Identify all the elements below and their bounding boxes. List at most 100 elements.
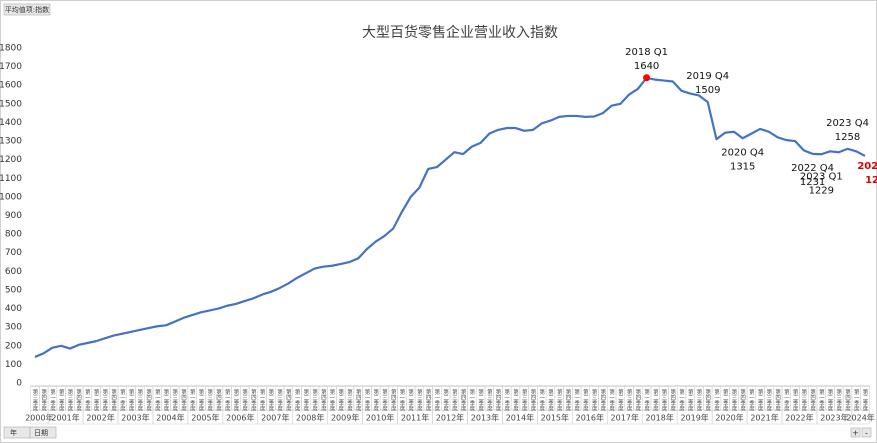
year-label: 2011年 bbox=[401, 413, 429, 423]
x-tick-label: 第二季度 bbox=[267, 388, 274, 413]
x-tick-label: 第二季度 bbox=[198, 388, 205, 413]
year-label: 2023年 bbox=[820, 413, 848, 423]
x-tick-label: 第一季度 bbox=[643, 388, 650, 413]
x-tick-label: 第二季度 bbox=[617, 388, 624, 413]
annotation-value: 1220 bbox=[865, 175, 877, 186]
annotation-value: 1640 bbox=[634, 61, 659, 72]
x-tick-label: 第一季度 bbox=[783, 388, 790, 413]
y-tick-label: 600 bbox=[5, 267, 22, 277]
chart-title: 大型百货零售企业营业收入指数 bbox=[362, 24, 558, 41]
x-tick-label: 第一季度 bbox=[154, 388, 161, 413]
year-label: 2009年 bbox=[331, 413, 359, 423]
x-tick-label: 第二季度 bbox=[792, 388, 799, 413]
x-tick-label: 第三季度 bbox=[206, 388, 213, 413]
x-tick-label: 第一季度 bbox=[189, 388, 196, 413]
year-label: 2010年 bbox=[366, 413, 394, 423]
x-tick-label: 第一季度 bbox=[818, 388, 825, 413]
x-tick-label: 第二季度 bbox=[687, 388, 694, 413]
year-label: 2001年 bbox=[51, 413, 79, 423]
year-label: 2018年 bbox=[646, 413, 674, 423]
value-field-label[interactable]: 平均值项:指数 bbox=[5, 5, 49, 14]
y-tick-label: 1600 bbox=[0, 81, 22, 91]
year-label: 2015年 bbox=[541, 413, 569, 423]
annotation-label: 2022 Q4 bbox=[791, 163, 834, 174]
x-tick-label: 第四季度 bbox=[774, 388, 781, 413]
x-tick-label: 第一季度 bbox=[84, 388, 91, 413]
year-label: 2008年 bbox=[296, 413, 324, 423]
x-tick-label: 第三季度 bbox=[171, 388, 178, 413]
zoom-out-label[interactable]: - bbox=[865, 429, 868, 438]
x-tick-label: 第一季度 bbox=[468, 388, 475, 413]
x-tick-label: 第四季度 bbox=[564, 388, 571, 413]
x-tick-label: 第一季度 bbox=[329, 388, 336, 413]
zoom-in-button[interactable] bbox=[850, 427, 861, 438]
x-tick-label: 第四季度 bbox=[215, 388, 222, 413]
x-tick-label: 第一季度 bbox=[49, 388, 56, 413]
year-label: 2003年 bbox=[121, 413, 149, 423]
annotation-label: 2019 Q4 bbox=[686, 71, 729, 82]
x-tick-label: 第三季度 bbox=[381, 388, 388, 413]
annotation-label: 2020 Q4 bbox=[721, 147, 764, 158]
x-tick-label: 第四季度 bbox=[390, 388, 397, 413]
year-label: 2005年 bbox=[191, 413, 219, 423]
year-label: 2000年 bbox=[25, 413, 53, 423]
year-label: 2013年 bbox=[471, 413, 499, 423]
y-tick-label: 1400 bbox=[0, 118, 22, 128]
x-tick-label: 第三季度 bbox=[765, 388, 772, 413]
year-label: 2012年 bbox=[436, 413, 464, 423]
x-tick-label: 第一季度 bbox=[503, 388, 510, 413]
x-tick-label: 第四季度 bbox=[250, 388, 257, 413]
x-tick-label: 第一季度 bbox=[364, 388, 371, 413]
x-tick-label: 第四季度 bbox=[460, 388, 467, 413]
x-tick-label: 第四季度 bbox=[180, 388, 187, 413]
x-tick-label: 第三季度 bbox=[276, 388, 283, 413]
x-tick-label: 第二季度 bbox=[512, 388, 519, 413]
year-label: 2022年 bbox=[785, 413, 813, 423]
y-tick-label: 400 bbox=[5, 304, 22, 314]
zoom-out-button[interactable] bbox=[861, 427, 872, 438]
date-filter-button[interactable] bbox=[29, 426, 57, 439]
x-tick-label: 第三季度 bbox=[311, 388, 318, 413]
y-tick-label: 800 bbox=[5, 230, 22, 240]
annotation-label: 2023 Q4 bbox=[826, 118, 869, 129]
x-tick-label: 第四季度 bbox=[145, 388, 152, 413]
x-tick-label: 第四季度 bbox=[320, 388, 327, 413]
x-tick-label: 第三季度 bbox=[101, 388, 108, 413]
x-tick-label: 第四季度 bbox=[110, 388, 117, 413]
annotation-value: 1231 bbox=[800, 177, 825, 188]
value-field-button[interactable] bbox=[3, 3, 51, 16]
x-tick-label: 第一季度 bbox=[433, 388, 440, 413]
x-tick-label: 第四季度 bbox=[530, 388, 537, 413]
x-tick-label: 第二季度 bbox=[302, 388, 309, 413]
x-tick-label: 第三季度 bbox=[800, 388, 807, 413]
annotation-value: 1315 bbox=[730, 161, 755, 172]
x-tick-label: 第二季度 bbox=[652, 388, 659, 413]
year-filter-button[interactable] bbox=[3, 426, 31, 439]
year-label: 2020年 bbox=[715, 413, 743, 423]
date-filter-label[interactable]: 日期 bbox=[34, 429, 48, 437]
x-tick-label: 第四季度 bbox=[844, 388, 851, 413]
y-tick-label: 200 bbox=[5, 341, 22, 351]
x-tick-label: 第四季度 bbox=[285, 388, 292, 413]
x-tick-label: 第一季度 bbox=[398, 388, 405, 413]
y-tick-label: 1700 bbox=[0, 62, 22, 72]
year-cell bbox=[851, 409, 870, 425]
x-tick-label: 第四季度 bbox=[40, 388, 47, 413]
year-filter-label[interactable]: 年 bbox=[10, 428, 17, 437]
x-tick-label: 第二季度 bbox=[372, 388, 379, 413]
x-tick-label: 第四季度 bbox=[355, 388, 362, 413]
x-tick-label: 第二季度 bbox=[582, 388, 589, 413]
year-label: 2002年 bbox=[86, 413, 114, 423]
x-tick-label: 第三季度 bbox=[451, 388, 458, 413]
x-tick-label: 第二季度 bbox=[547, 388, 554, 413]
x-tick-label: 第二季度 bbox=[232, 388, 239, 413]
x-tick-label: 第二季度 bbox=[442, 388, 449, 413]
y-tick-label: 900 bbox=[5, 211, 22, 221]
x-tick-label: 第三季度 bbox=[416, 388, 423, 413]
y-tick-label: 1800 bbox=[0, 44, 22, 54]
x-tick-label: 第四季度 bbox=[495, 388, 502, 413]
x-tick-label: 第三季度 bbox=[66, 388, 73, 413]
annotation-value: 1229 bbox=[809, 185, 834, 196]
x-tick-label: 第一季度 bbox=[713, 388, 720, 413]
zoom-in-label[interactable]: + bbox=[852, 429, 859, 438]
